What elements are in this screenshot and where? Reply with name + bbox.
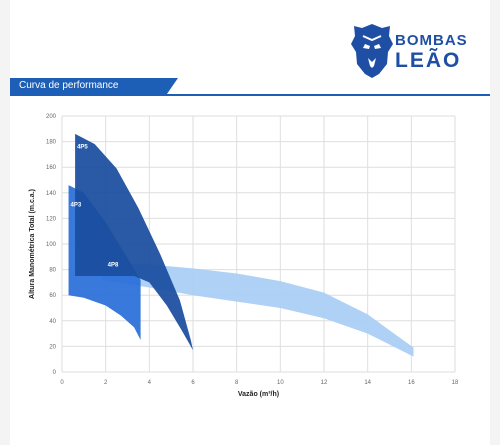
y-tick-label: 20 <box>49 344 56 350</box>
y-tick-label: 120 <box>46 216 57 222</box>
series-area-4p5 <box>75 133 193 351</box>
series-label-4p3: 4P3 <box>71 202 82 208</box>
x-tick-label: 8 <box>235 380 239 386</box>
brand-logo: BOMBAS LEÃO <box>351 22 481 82</box>
x-tick-label: 12 <box>321 380 328 386</box>
x-tick-label: 18 <box>452 380 459 386</box>
x-tick-label: 0 <box>60 380 64 386</box>
x-tick-label: 14 <box>364 380 371 386</box>
performance-chart: 0 2 4 6 8 10 12 14 16 180204060801001201401601802… <box>29 114 459 398</box>
x-tick-label: 16 <box>408 380 415 386</box>
y-tick-label: 160 <box>46 165 57 171</box>
section-title: Curva de performance <box>19 80 119 91</box>
series-area-4p8 <box>101 261 414 357</box>
y-axis-title: Altura Manométrica Total (m.c.a.) <box>29 189 36 299</box>
section-banner: Curva de performance <box>10 78 178 95</box>
x-axis-title: Vazão (m³/h) <box>238 391 279 398</box>
x-tick-label: 6 <box>191 380 195 386</box>
y-tick-label: 180 <box>46 140 57 146</box>
series-label-4p8: 4P8 <box>108 262 119 268</box>
y-tick-label: 0 <box>53 370 57 376</box>
y-tick-label: 80 <box>49 268 56 274</box>
y-tick-label: 60 <box>49 293 56 299</box>
y-tick-label: 40 <box>49 319 56 325</box>
x-tick-label: 2 <box>104 380 108 386</box>
x-tick-label: 4 <box>148 380 152 386</box>
banner-rule <box>10 94 490 96</box>
y-tick-label: 140 <box>46 191 57 197</box>
brand-line2: LEÃO <box>395 49 462 72</box>
x-tick-label: 10 <box>277 380 284 386</box>
series-label-4p5: 4P5 <box>77 145 88 151</box>
page-sheet: BOMBAS LEÃO Curva de performance 0 2 4 6 8 10… <box>10 0 490 445</box>
y-tick-label: 200 <box>46 114 57 120</box>
y-tick-label: 100 <box>46 242 57 248</box>
brand-line1: BOMBAS <box>395 32 468 49</box>
lion-head-logo-icon <box>351 24 393 78</box>
